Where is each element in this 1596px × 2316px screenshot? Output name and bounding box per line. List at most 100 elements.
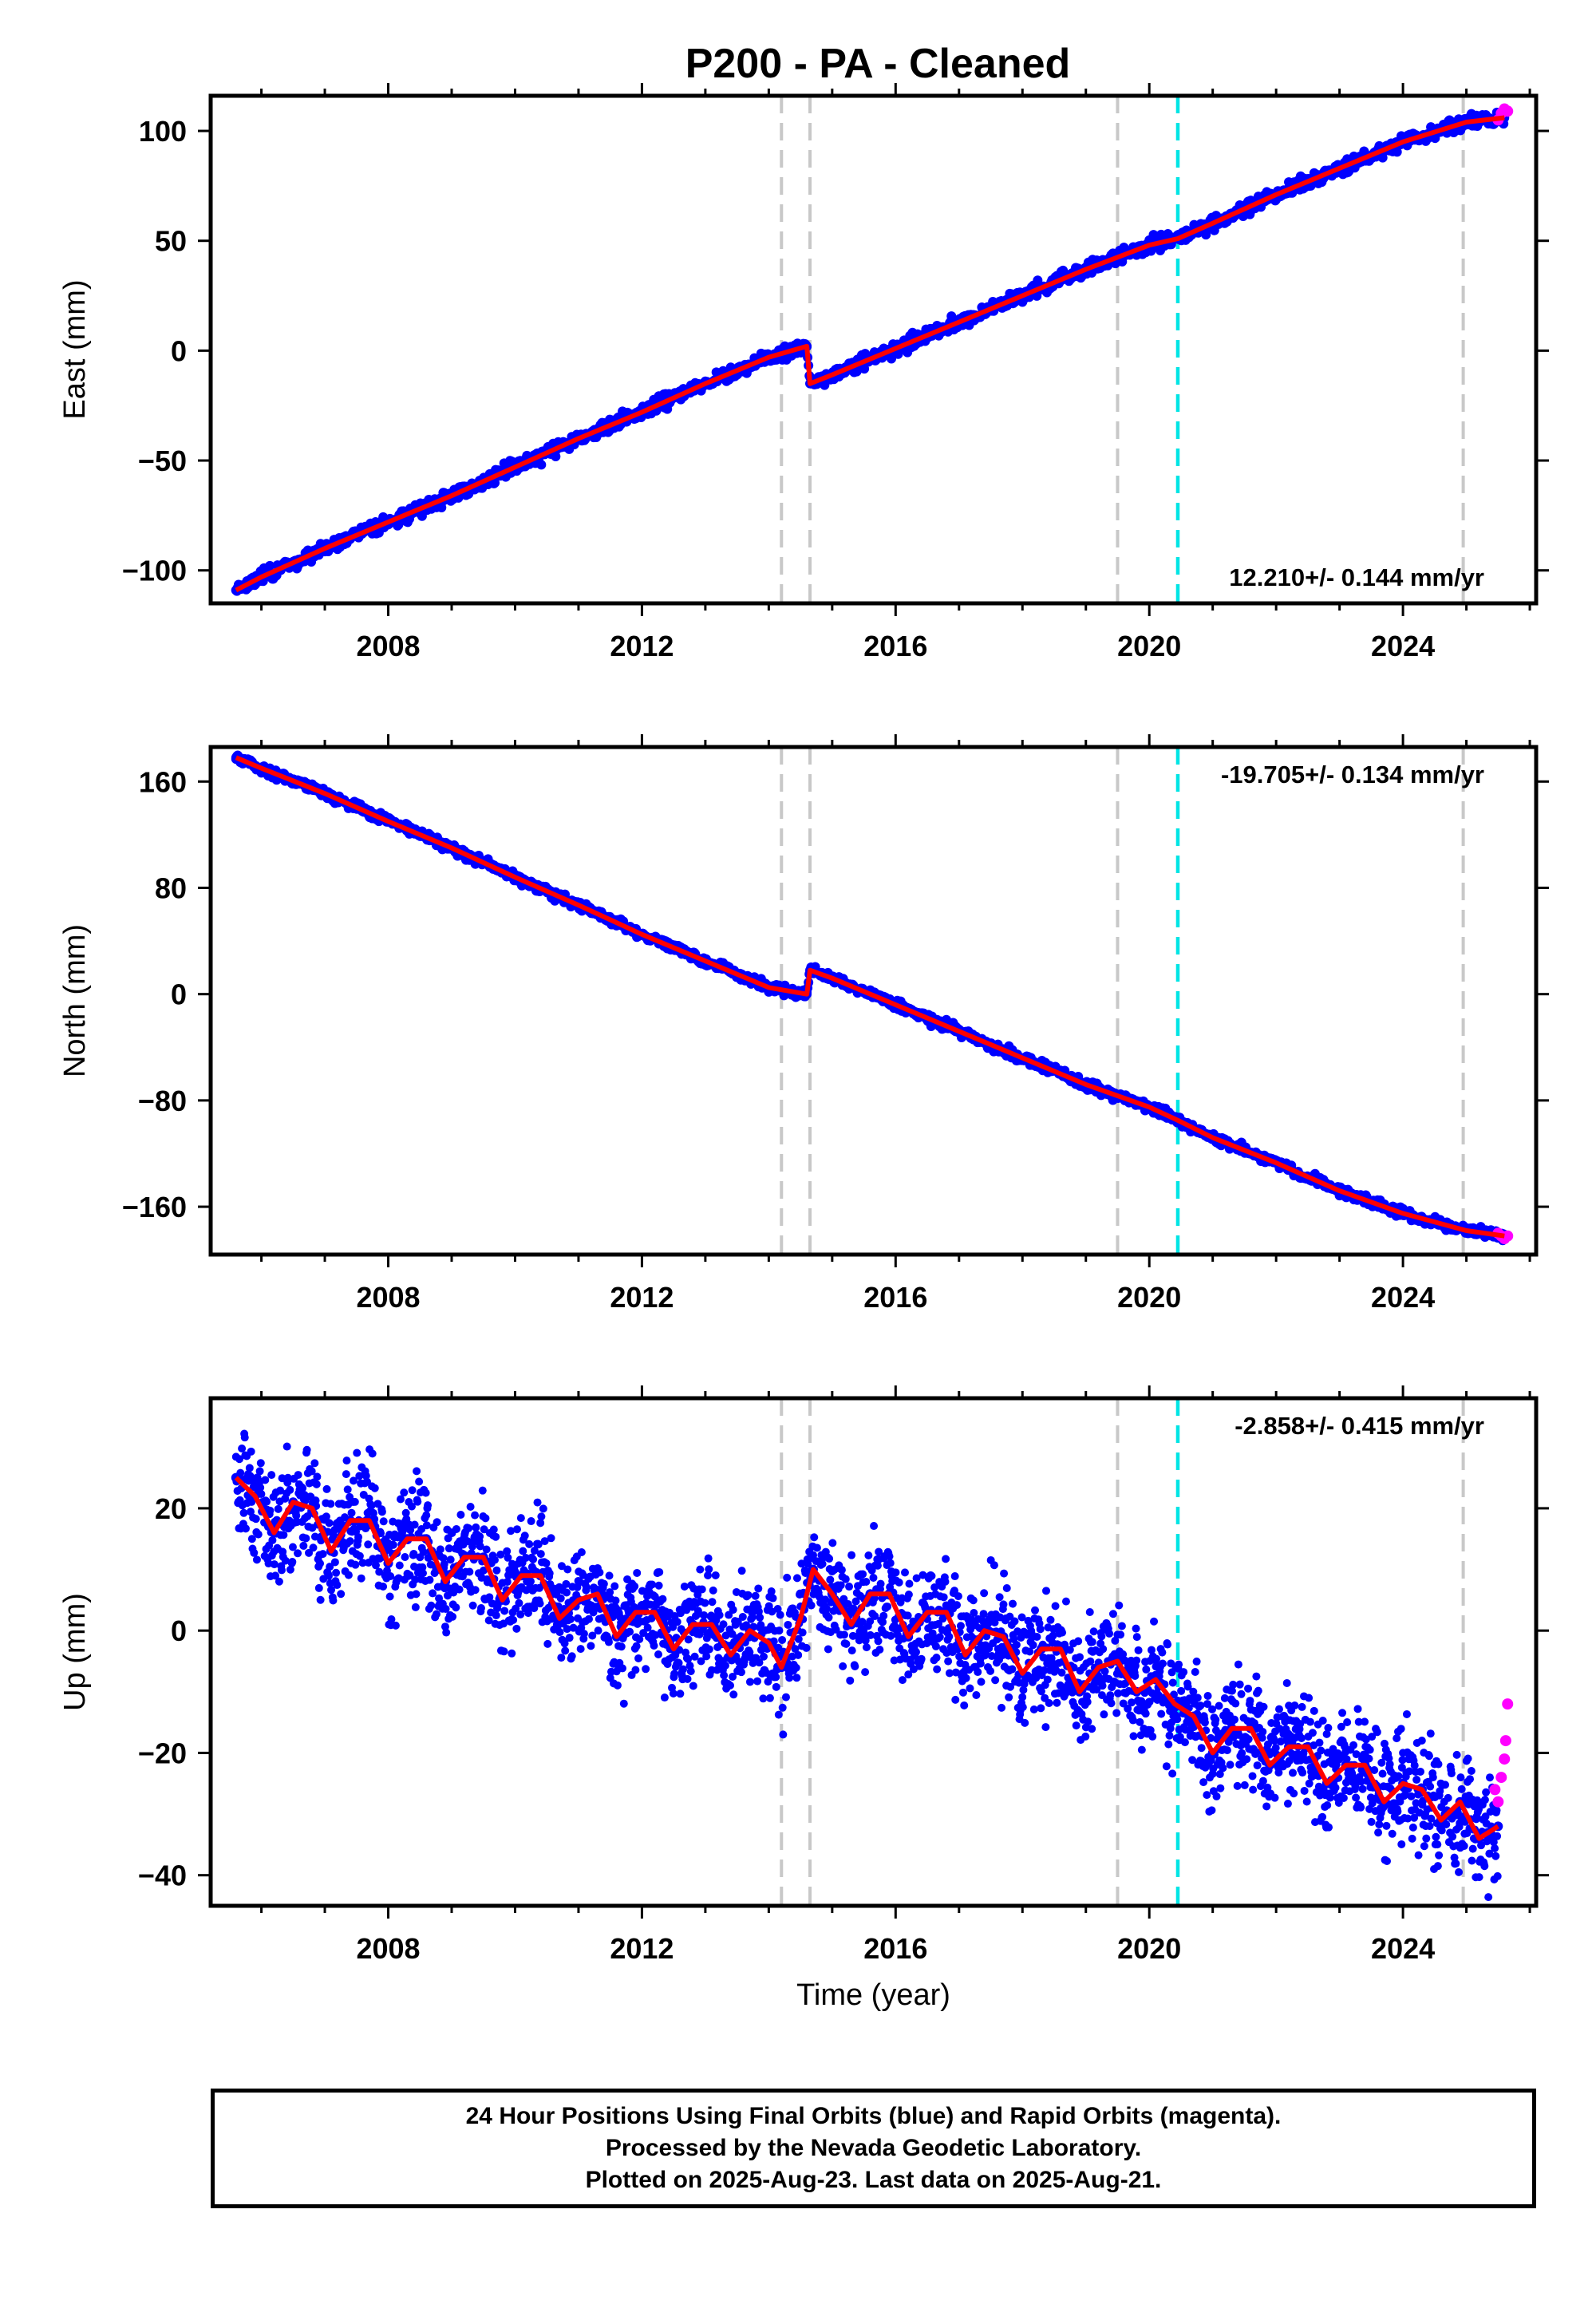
data-point [527, 1517, 535, 1526]
data-point [484, 1616, 493, 1625]
data-point [440, 1622, 449, 1631]
data-point [433, 1610, 441, 1618]
data-point [294, 1549, 302, 1558]
y-tick-label: −100 [122, 555, 187, 587]
data-point [886, 1559, 895, 1567]
data-point [471, 1511, 480, 1520]
data-point [654, 1650, 662, 1659]
data-point [401, 1553, 409, 1562]
data-point [529, 1555, 538, 1563]
data-point [898, 1676, 907, 1685]
final-orbits-points [231, 750, 1510, 1246]
data-point [302, 1445, 311, 1454]
data-point [797, 1559, 806, 1568]
data-point [539, 1504, 547, 1513]
data-point [887, 1631, 895, 1640]
data-point [476, 1604, 485, 1613]
data-point [1049, 1631, 1057, 1640]
data-point [595, 1568, 604, 1577]
data-point [1074, 1637, 1083, 1646]
data-point [1042, 1587, 1051, 1595]
data-point [533, 1498, 542, 1507]
data-point [941, 1577, 950, 1586]
data-point [846, 1676, 855, 1685]
data-point [631, 1666, 640, 1674]
data-point [537, 1512, 546, 1521]
data-point [970, 1608, 978, 1617]
data-point [361, 1472, 370, 1480]
data-point [895, 1578, 903, 1587]
data-point [427, 1601, 436, 1610]
data-point [281, 1556, 290, 1565]
data-point [1010, 1617, 1019, 1626]
data-point [302, 1534, 310, 1543]
data-point [767, 1587, 776, 1596]
data-point [791, 1645, 800, 1654]
data-point [935, 1633, 944, 1642]
data-point [1029, 1705, 1038, 1714]
data-point [551, 452, 561, 462]
data-point [945, 1632, 954, 1641]
data-point [842, 1639, 851, 1648]
data-point [859, 1570, 867, 1579]
data-point [962, 1674, 970, 1682]
data-point [582, 1583, 591, 1591]
data-point [310, 1532, 319, 1541]
data-point [1018, 1693, 1027, 1701]
data-point [810, 1533, 819, 1542]
plot-area [231, 96, 1514, 603]
data-point [617, 1642, 626, 1651]
data-point [448, 1612, 457, 1621]
data-point [245, 1464, 254, 1472]
data-point [953, 1601, 962, 1610]
data-point [286, 1565, 294, 1574]
data-point [415, 1477, 424, 1486]
data-point [1056, 1681, 1065, 1690]
data-point [435, 1594, 444, 1603]
data-point [794, 1634, 803, 1643]
y-tick-label: 100 [139, 115, 187, 148]
x-tick-label: 2024 [1371, 1281, 1435, 1314]
data-point [825, 1555, 834, 1563]
y-tick-label: −50 [138, 445, 187, 477]
data-point [1045, 1699, 1053, 1708]
data-point [974, 1668, 982, 1677]
data-point [792, 1674, 801, 1682]
data-point [503, 1578, 512, 1587]
data-point [772, 1682, 780, 1691]
data-point [436, 1545, 444, 1554]
data-point [276, 1486, 285, 1495]
data-point [689, 1682, 697, 1690]
data-point [812, 1543, 821, 1552]
data-point [680, 1582, 689, 1591]
data-point [408, 1486, 417, 1495]
x-tick-label: 2008 [356, 1281, 420, 1314]
data-point [351, 1560, 360, 1569]
data-point [585, 1614, 594, 1623]
data-point [960, 1701, 969, 1709]
data-point [456, 1510, 465, 1519]
data-point [421, 1488, 430, 1497]
data-point [270, 1560, 279, 1569]
data-point [386, 1572, 395, 1581]
data-point [282, 1442, 291, 1451]
data-point [324, 1571, 333, 1580]
data-point [783, 1573, 792, 1582]
y-tick-label: 160 [139, 765, 187, 798]
data-point [670, 1670, 679, 1678]
data-point [759, 1652, 768, 1661]
data-point [492, 1532, 500, 1541]
data-point [482, 1545, 491, 1554]
data-point [562, 1579, 571, 1588]
data-point [333, 1581, 342, 1590]
data-point [332, 1568, 341, 1577]
data-point [708, 1598, 717, 1607]
data-point [729, 1606, 737, 1614]
data-point [1051, 1602, 1060, 1611]
data-point [990, 1561, 998, 1570]
data-point [759, 1694, 768, 1703]
data-point [1019, 1686, 1028, 1694]
data-point [485, 1593, 494, 1602]
data-point [751, 1591, 760, 1600]
data-point [379, 1583, 388, 1591]
